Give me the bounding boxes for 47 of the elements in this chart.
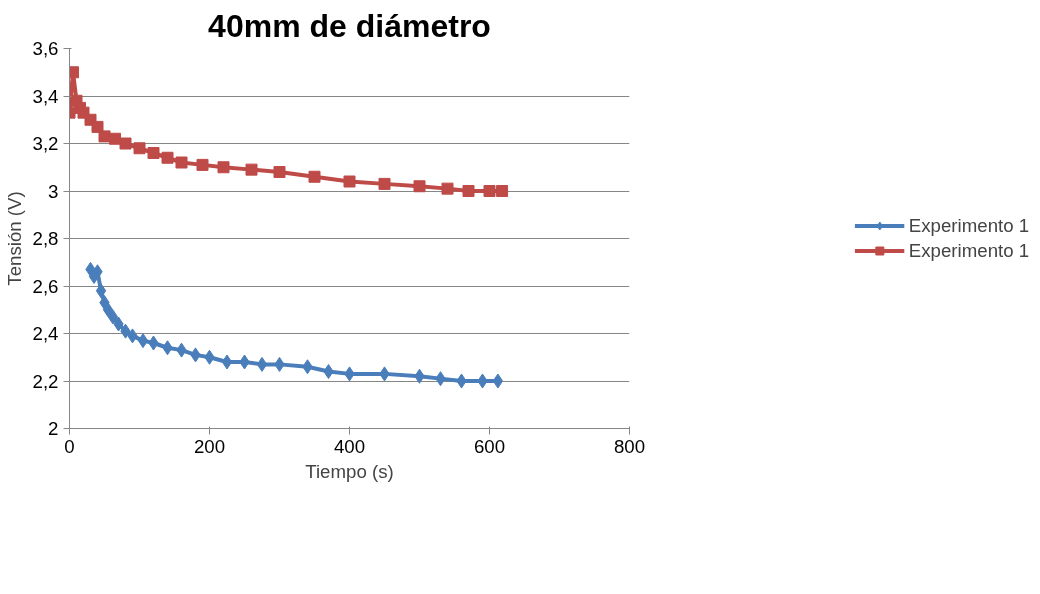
point [147, 147, 160, 159]
point [109, 132, 121, 145]
point [102, 302, 114, 318]
x-tick-label: 0 [64, 435, 75, 457]
chart-title: 40mm de diámetro [208, 7, 491, 44]
x-axis-title: Tiempo (s) [305, 460, 394, 482]
y-tick-label: 2 [48, 418, 59, 439]
y-tick-label: 3,4 [32, 85, 59, 107]
point [119, 137, 132, 150]
y-tick-label: 3,6 [32, 38, 59, 59]
x-tick-label: 400 [333, 435, 366, 457]
point [378, 177, 391, 190]
y-tick-label: 3 [48, 180, 59, 202]
point [217, 161, 230, 174]
point [133, 142, 146, 155]
point [245, 163, 258, 176]
y-tick-label: 2,8 [32, 228, 59, 249]
y-tick-label: 3,2 [32, 133, 59, 154]
point [483, 185, 496, 197]
point [441, 182, 454, 195]
y-tick-label: 2,6 [32, 275, 59, 297]
point [95, 283, 107, 299]
point [413, 180, 426, 193]
point [91, 120, 104, 133]
point [137, 333, 149, 349]
point [496, 185, 509, 197]
legend-label: Experimento 1 [908, 239, 1030, 262]
point [98, 130, 111, 143]
y-tick-label: 2,2 [32, 370, 59, 392]
point [161, 151, 174, 164]
y-axis-title: Tensión (V) [3, 191, 25, 286]
legend-label: Experimento 1 [908, 214, 1030, 237]
point [462, 185, 475, 197]
point [221, 354, 233, 370]
point [196, 158, 209, 171]
point [273, 166, 286, 178]
x-tick-label: 200 [193, 435, 226, 457]
point [308, 170, 321, 183]
point [492, 373, 504, 389]
point [256, 356, 268, 372]
x-tick-label: 600 [473, 435, 506, 457]
point [175, 156, 188, 169]
point [343, 175, 356, 188]
point [107, 309, 119, 325]
point [323, 364, 334, 379]
x-tick-label: 800 [613, 435, 646, 457]
y-tick-label: 2,4 [32, 323, 59, 344]
